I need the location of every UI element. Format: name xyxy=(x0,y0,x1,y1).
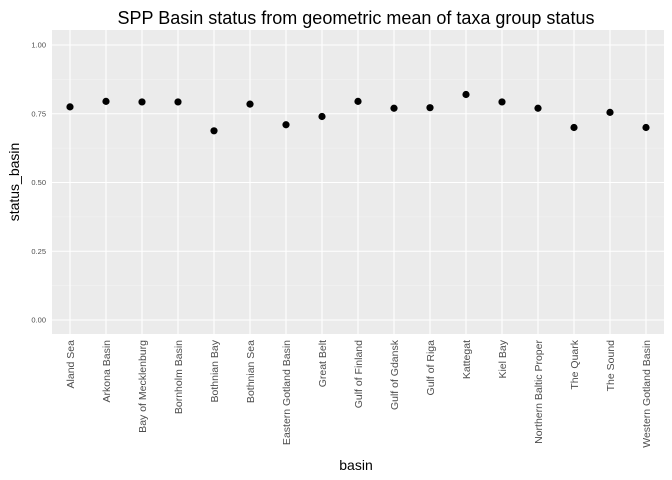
y-tick-label: 1.00 xyxy=(31,41,46,50)
data-point xyxy=(462,90,470,99)
data-point xyxy=(390,104,398,112)
x-tick-label: Bay of Mecklenburg xyxy=(137,340,149,433)
y-tick-labels: 0.00 0.25 0.50 0.75 1.00 xyxy=(31,41,46,325)
x-tick-label: Kattegat xyxy=(461,340,473,379)
data-point xyxy=(246,100,254,108)
grid-layer xyxy=(52,30,664,334)
y-tick-label: 0.25 xyxy=(31,247,46,256)
chart-title: SPP Basin status from geometric mean of … xyxy=(118,8,595,28)
x-tick-label: Bothnian Sea xyxy=(245,340,257,403)
x-tick-label: Northern Baltic Proper xyxy=(533,340,545,444)
data-point xyxy=(642,123,650,132)
x-tick-label: Bornholm Basin xyxy=(173,340,185,414)
data-point xyxy=(318,112,326,121)
data-point xyxy=(66,103,74,111)
x-axis-title: basin xyxy=(339,457,372,473)
data-point xyxy=(354,97,362,105)
data-point xyxy=(426,104,434,112)
y-tick-label: 0.00 xyxy=(31,316,46,325)
data-point xyxy=(534,104,542,112)
data-point xyxy=(570,123,578,132)
x-tick-label: The Sound xyxy=(605,340,617,392)
x-tick-label: Gulf of Riga xyxy=(425,340,437,396)
data-point xyxy=(498,98,506,106)
x-tick-label: The Quark xyxy=(569,339,581,389)
x-tick-label: Eastern Gotland Basin xyxy=(281,340,293,445)
data-point xyxy=(138,98,146,106)
x-tick-label: Western Gotland Basin xyxy=(641,340,653,448)
data-point xyxy=(102,97,110,105)
points-layer xyxy=(66,90,650,135)
x-tick-label: Arkona Basin xyxy=(101,340,113,403)
x-tick-label: Aland Sea xyxy=(65,340,77,389)
x-tick-label: Gulf of Gdansk xyxy=(389,339,401,410)
x-tick-label: Bothnian Bay xyxy=(209,339,221,402)
x-tick-label: Kiel Bay xyxy=(497,339,509,378)
data-point xyxy=(210,127,218,135)
y-axis-title: status_basin xyxy=(6,143,22,222)
data-point xyxy=(282,121,290,129)
data-point xyxy=(606,108,614,116)
data-point xyxy=(174,98,182,106)
x-tick-label: Gulf of Finland xyxy=(353,340,365,408)
y-tick-label: 0.75 xyxy=(31,109,46,118)
x-tick-labels: Aland Sea Arkona Basin Bay of Mecklenburg B… xyxy=(65,339,653,448)
x-tick-label: Great Belt xyxy=(317,340,329,387)
y-tick-label: 0.50 xyxy=(31,178,46,187)
